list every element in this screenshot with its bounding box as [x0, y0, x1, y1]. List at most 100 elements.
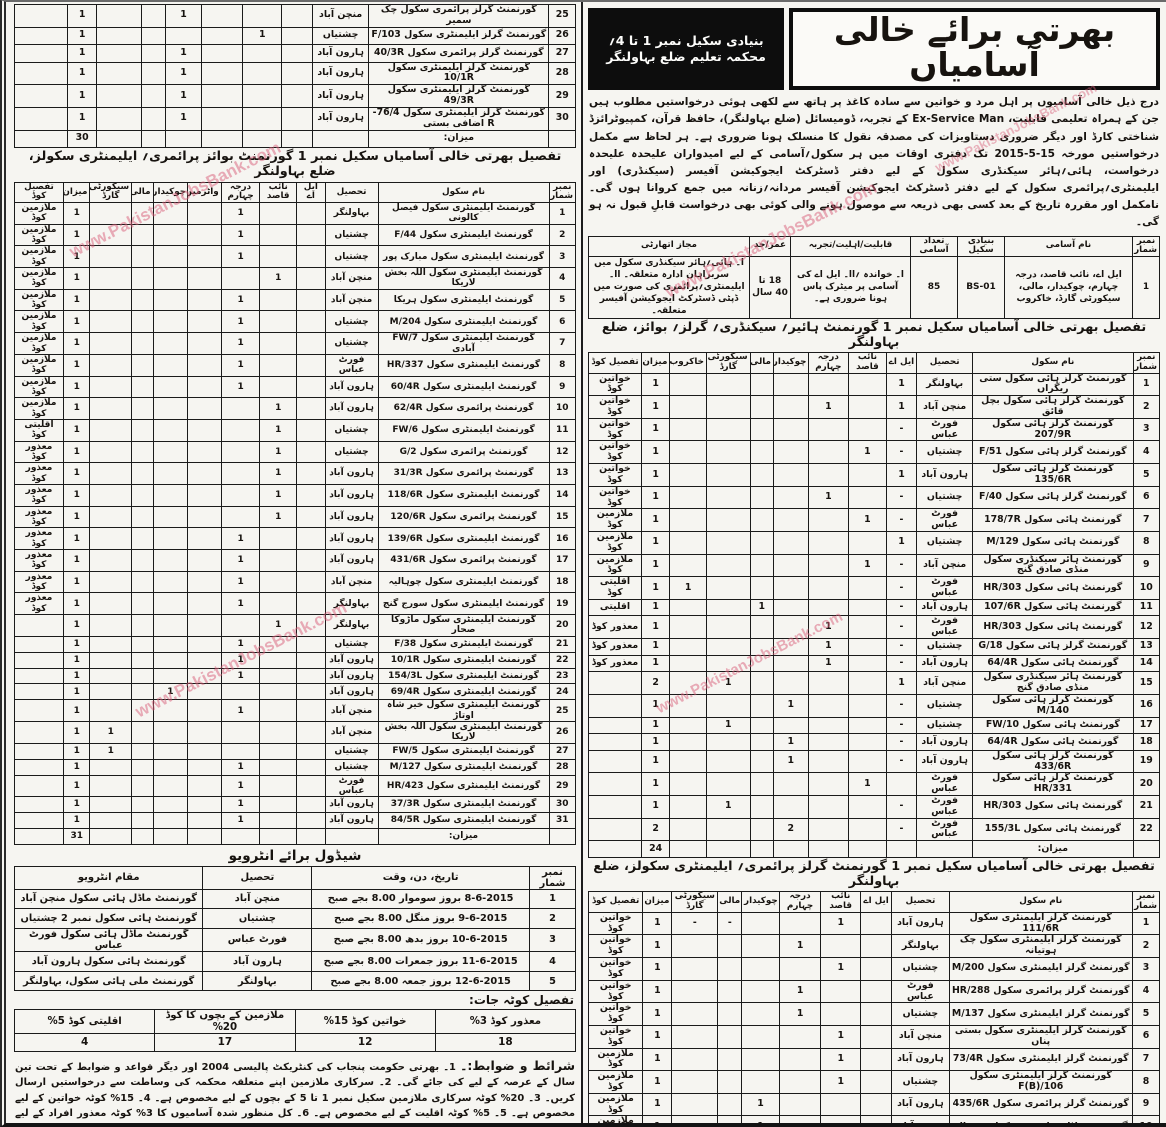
cell — [848, 395, 887, 419]
cell — [296, 245, 326, 269]
column-header: میزان — [62, 181, 91, 204]
cell — [669, 840, 707, 858]
cell — [296, 223, 326, 247]
cell — [807, 671, 850, 695]
terms-body: 1۔ بھرتی حکومت پنجاب کی کنٹریکٹ پالیسی 2… — [15, 1061, 576, 1120]
column-header: تحصیل — [891, 891, 950, 913]
cell: 16 — [1132, 693, 1161, 718]
cell: 1 — [259, 483, 298, 507]
cell: 1 — [642, 1115, 673, 1123]
cell — [259, 223, 298, 247]
cell — [95, 26, 143, 46]
cell — [14, 758, 64, 776]
cell: گورنمنٹ ایلیمنٹری سکول 154/3L — [377, 667, 550, 685]
section-title-secondary-schools: تفصیل بھرتی خالی آسامیاں سکیل نمبر 1 گور… — [601, 319, 1147, 350]
cell — [131, 812, 154, 829]
cell — [848, 794, 887, 819]
cell — [705, 817, 751, 842]
cell — [773, 463, 809, 487]
cell: معذور کوڈ — [14, 483, 64, 507]
cell — [220, 742, 261, 760]
cell: ہارون آباد — [916, 733, 974, 751]
cell: چشتیاں — [324, 742, 379, 760]
cell: 30 — [548, 796, 577, 814]
terms-and-conditions: شرائط و ضوابط:۔ 1۔ بھرتی حکومت پنجاب کی … — [15, 1056, 576, 1123]
cell — [848, 615, 887, 640]
cell — [773, 598, 809, 617]
table-row: 28 گورنمنٹ ایلیمنٹری سکول 127/M چشتیاں 1 1 — [14, 758, 577, 776]
cell — [807, 693, 850, 718]
cell: 15 — [548, 505, 577, 529]
cell — [152, 699, 189, 723]
cell: معذور کوڈ — [14, 462, 64, 485]
cell: 1 — [640, 440, 671, 465]
cell — [259, 667, 298, 685]
cell — [749, 693, 775, 718]
cell — [152, 570, 189, 594]
table-row: 2 گورنمنٹ گرلز ایلیمنٹری سکول چک ہوتیانہ ب… — [588, 934, 1161, 959]
cell — [1132, 840, 1161, 858]
cell — [741, 1070, 780, 1094]
cell — [131, 774, 154, 798]
cell — [588, 671, 642, 695]
cell: گورنمنٹ گرلز ایلیمنٹری سکول 73/4R — [948, 1047, 1133, 1072]
cell: 21 — [1132, 794, 1161, 819]
cell: ہارون آباد — [916, 463, 974, 487]
cell — [807, 840, 850, 858]
cell: 1 — [773, 749, 809, 774]
column-header: تحصیل — [324, 181, 379, 204]
cell — [296, 758, 326, 776]
cell — [220, 483, 261, 507]
cell: 18 — [548, 570, 577, 594]
cell — [296, 202, 326, 225]
cell — [152, 353, 189, 377]
cell — [296, 796, 326, 814]
cell — [281, 129, 313, 148]
cell: 1 — [220, 375, 261, 399]
cell: اقلیتی — [588, 598, 642, 617]
cell: 23 — [548, 667, 577, 685]
cell: بہاولنگر — [324, 202, 379, 225]
cell: 1 — [220, 288, 261, 312]
cell — [705, 417, 751, 442]
cell — [773, 638, 809, 656]
cell — [201, 61, 244, 86]
cell: 5 — [528, 970, 577, 992]
cell — [705, 638, 751, 656]
cell: چشتیاں — [916, 638, 974, 656]
cell — [141, 129, 166, 148]
cell — [705, 772, 751, 796]
cell: 1 — [259, 397, 298, 420]
cell — [89, 774, 133, 798]
cell — [848, 716, 887, 735]
secondary-schools-vacancy-table: نمبر شمار نام سکول تحصیل ایل اے نائب قاصد درج… — [588, 352, 1161, 858]
cell — [741, 1002, 780, 1026]
cell — [820, 1092, 861, 1117]
cell: 1 — [220, 667, 261, 685]
table-row: 9 گورنمنٹ ہائر سیکنڈری سکول منڈی صادق گنج… — [588, 553, 1161, 578]
cell: 1 — [640, 638, 671, 656]
cell — [741, 979, 780, 1004]
cell: گورنمنٹ ماڈل ہائی سکول فورٹ عباس — [13, 927, 204, 953]
cell — [14, 635, 64, 653]
cell — [749, 671, 775, 695]
cell — [717, 1024, 743, 1049]
cell: 1 — [220, 549, 261, 572]
cell: گورنمنٹ گرلز ہائی سکول 140/M — [972, 693, 1134, 718]
table-row: 31 گورنمنٹ ایلیمنٹری سکول 84/5R ہارون آباد… — [14, 812, 577, 829]
cell — [141, 106, 166, 131]
column-header: تاریخ، دن، وقت — [311, 865, 530, 890]
cell — [141, 84, 166, 108]
cell — [671, 979, 719, 1004]
cell: 1 — [259, 440, 298, 464]
table-row: 26 گورنمنٹ ایلیمنٹری سکول اللہ بخش لاریکا… — [14, 721, 577, 744]
table-row: 4 گورنمنٹ ایلیمنٹری سکول اللہ بخش لاریکا م… — [14, 267, 577, 290]
cell: 1 — [164, 84, 203, 108]
cell: اقلیتی کوڈ — [14, 418, 64, 442]
cell: 1 — [62, 462, 91, 485]
cell — [311, 129, 370, 148]
cell — [201, 44, 244, 63]
cell: گورنمنٹ گرلز ایلیمنٹری سکول 49/3R — [368, 84, 550, 108]
cell — [89, 310, 133, 334]
column-header: چوکیدار — [152, 181, 189, 204]
